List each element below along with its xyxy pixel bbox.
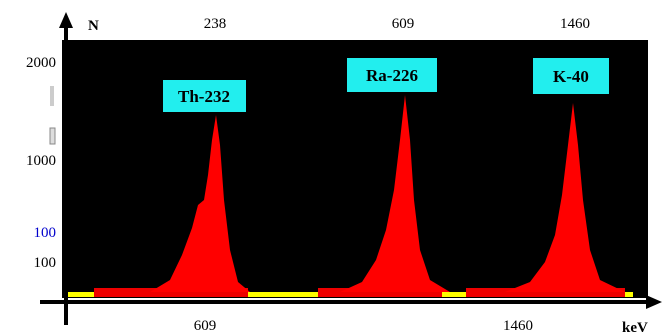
y-axis-name: N	[88, 18, 99, 34]
marker-strip	[625, 292, 633, 297]
marker-strip	[64, 292, 94, 297]
scale-mark	[49, 127, 56, 145]
peak-label-box	[163, 80, 246, 112]
bottom-label: 609	[194, 318, 217, 334]
marker-strip	[248, 292, 318, 297]
peak-ra226	[340, 95, 450, 292]
peak-label: Ra-226	[366, 66, 418, 85]
scale-mark	[50, 86, 54, 106]
y-arrow	[59, 12, 73, 28]
baseline	[466, 288, 625, 297]
top-label: 609	[392, 16, 415, 32]
y-label: 100	[34, 255, 57, 271]
y-label: 100	[34, 225, 57, 241]
peak-label-box	[347, 58, 437, 92]
baseline	[94, 288, 248, 297]
peak-th232	[150, 115, 250, 292]
top-label: 1460	[560, 16, 590, 32]
peak-label: K-40	[553, 67, 589, 86]
top-label: 238	[204, 16, 227, 32]
x-arrow	[646, 295, 662, 309]
baseline	[318, 288, 442, 297]
x-axis-name: keV	[622, 320, 648, 335]
peak-k40	[505, 103, 625, 292]
peak-label: Th-232	[178, 87, 230, 106]
marker-strip	[442, 292, 466, 297]
y-label: 1000	[26, 153, 56, 169]
peak-label-box	[533, 58, 609, 94]
y-label: 2000	[26, 55, 56, 71]
bottom-label: 1460	[503, 318, 533, 334]
